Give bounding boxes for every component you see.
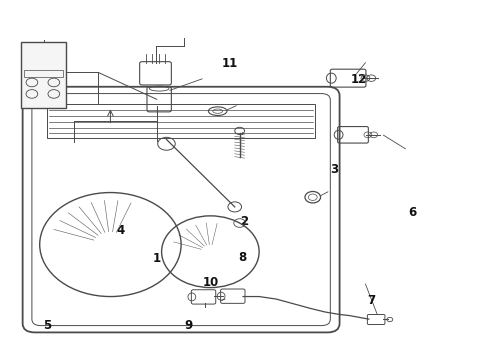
- Text: 4: 4: [116, 224, 124, 237]
- Text: 2: 2: [240, 215, 248, 228]
- Text: 12: 12: [350, 73, 366, 86]
- Bar: [21, 42, 66, 108]
- Text: 11: 11: [221, 57, 238, 70]
- Text: 3: 3: [330, 163, 338, 176]
- Text: 7: 7: [366, 294, 375, 307]
- Text: 1: 1: [152, 252, 161, 265]
- Text: 10: 10: [202, 276, 218, 289]
- Text: 8: 8: [238, 251, 245, 264]
- Text: 6: 6: [408, 206, 416, 219]
- Bar: [47, 104, 315, 138]
- Text: 9: 9: [184, 319, 192, 332]
- Bar: [24, 69, 63, 77]
- Text: 5: 5: [43, 319, 51, 332]
